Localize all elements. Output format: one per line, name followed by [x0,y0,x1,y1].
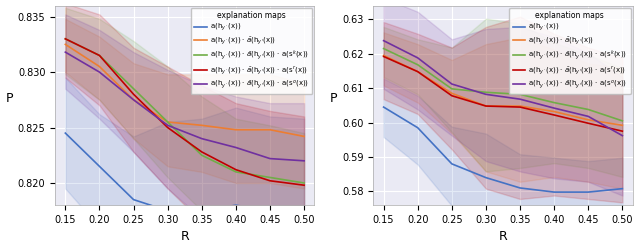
Legend: a(h$_{y^\cdot}$(x)), a(h$_{y^\cdot}$(x)) $\cdot$ $\bar{a}$(h$_{y^\prime}$(x)), a: a(h$_{y^\cdot}$(x)), a(h$_{y^\cdot}$(x))… [191,8,312,94]
Y-axis label: P: P [330,92,337,105]
X-axis label: R: R [499,230,508,244]
Legend: a(h$_{y^\cdot}$(x)), a(h$_{y^\cdot}$(x)) $\cdot$ $\bar{a}$(h$_{y^\prime}$(x)), a: a(h$_{y^\cdot}$(x)), a(h$_{y^\cdot}$(x))… [509,8,630,94]
X-axis label: R: R [180,230,189,244]
Y-axis label: P: P [6,92,13,105]
